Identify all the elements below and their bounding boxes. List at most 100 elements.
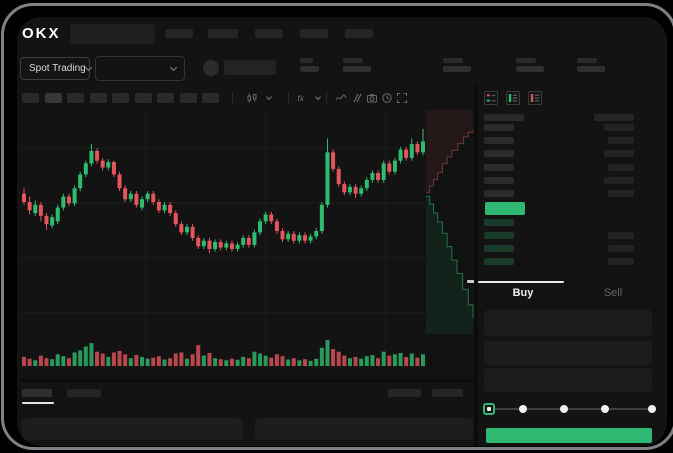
okx-logo[interactable]: OKX (22, 25, 61, 42)
last-price-bar[interactable] (485, 202, 525, 215)
buy-sell-tabs: Buy Sell (478, 281, 658, 303)
timeframe-button[interactable] (157, 93, 174, 103)
bottom-tab-orders[interactable] (22, 389, 52, 397)
ask-row-amount[interactable] (608, 190, 634, 197)
amount-input[interactable] (484, 341, 652, 365)
history-icon[interactable] (381, 92, 393, 104)
orders-panel-placeholder (255, 418, 473, 440)
tab-sell[interactable]: Sell (603, 287, 623, 299)
svg-text:fx: fx (298, 94, 305, 103)
nav-item-placeholder[interactable] (345, 29, 373, 38)
slider-stop[interactable] (648, 405, 656, 413)
timeframe-button[interactable] (22, 93, 39, 103)
nav-item-placeholder[interactable] (208, 29, 238, 38)
stat-value-placeholder (343, 66, 371, 72)
chevron-down-icon[interactable] (312, 92, 324, 104)
orderbook-amount-header (594, 114, 634, 121)
nav-item-placeholder[interactable] (300, 29, 328, 38)
bid-row-price[interactable] (484, 258, 514, 265)
slider-stop[interactable] (601, 405, 609, 413)
timeframe-button[interactable] (202, 93, 219, 103)
ask-row-amount[interactable] (608, 137, 634, 144)
bid-row-price[interactable] (484, 232, 514, 239)
timeframe-button[interactable] (89, 93, 107, 103)
ask-row-amount[interactable] (608, 164, 634, 171)
timeframe-button[interactable] (179, 93, 197, 103)
toolbar-separator (232, 92, 233, 105)
slider-handle-dot (487, 407, 491, 411)
active-tab-indicator (478, 281, 564, 283)
book-split-icon[interactable] (484, 91, 498, 105)
bottom-control-2[interactable] (432, 389, 463, 397)
camera-icon[interactable] (366, 92, 378, 104)
compare-icon[interactable] (351, 92, 363, 104)
bid-row-amount[interactable] (608, 245, 634, 252)
slider-stop[interactable] (560, 405, 568, 413)
pair-name-placeholder (224, 60, 276, 75)
ask-row-price[interactable] (484, 177, 514, 184)
ask-row-price[interactable] (484, 124, 514, 131)
slider-stop[interactable] (519, 405, 527, 413)
orderbook-price-header (484, 114, 524, 121)
book-buy-icon[interactable] (506, 91, 520, 105)
stat-value-placeholder (577, 66, 605, 72)
pair-selector-dropdown[interactable] (95, 56, 185, 81)
orders-panel-placeholder (22, 418, 243, 440)
last-price-axis-marker (467, 280, 478, 283)
bottom-tab-history[interactable] (67, 389, 101, 397)
bid-row-price[interactable] (484, 219, 514, 226)
indicator-icon[interactable]: fx (296, 92, 308, 104)
bid-row-price[interactable] (484, 245, 514, 252)
timeframe-button[interactable] (134, 93, 152, 103)
ask-row-price[interactable] (484, 150, 514, 157)
ask-row-amount[interactable] (604, 124, 634, 131)
market-type-dropdown[interactable]: Spot Trading (20, 57, 92, 80)
ask-row-price[interactable] (484, 190, 514, 197)
ask-row-amount[interactable] (604, 177, 634, 184)
stat-value-placeholder (300, 66, 319, 72)
chevron-down-icon (169, 63, 178, 71)
toolbar-separator (288, 92, 289, 105)
timeframe-button[interactable] (112, 93, 129, 103)
slider-handle-active[interactable] (483, 403, 495, 415)
buy-submit-button[interactable] (486, 428, 652, 443)
amount-slider[interactable] (488, 408, 655, 410)
timeframe-button[interactable] (44, 93, 62, 103)
total-input[interactable] (484, 368, 652, 392)
app-window: OKX Spot Trading fx Buy Sell (17, 17, 667, 446)
toolbar-separator (326, 92, 327, 105)
nav-item-placeholder[interactable] (165, 29, 193, 38)
chevron-down-icon[interactable] (263, 92, 275, 104)
search-input[interactable] (70, 24, 155, 44)
stat-label-placeholder (443, 58, 463, 63)
pair-avatar (203, 60, 219, 76)
bottom-active-tab-underline (22, 402, 54, 404)
market-type-label: Spot Trading (29, 63, 86, 74)
timeframe-button[interactable] (67, 93, 84, 103)
candlestick-chart[interactable] (20, 108, 475, 378)
bid-row-amount[interactable] (608, 258, 634, 265)
ask-row-price[interactable] (484, 137, 514, 144)
app-content: OKX Spot Trading fx Buy Sell (17, 17, 667, 446)
device-bezel (1, 3, 673, 450)
stat-label-placeholder (300, 58, 313, 63)
stat-label-placeholder (343, 58, 363, 63)
stat-label-placeholder (516, 58, 536, 63)
stat-value-placeholder (516, 66, 544, 72)
ask-row-amount[interactable] (604, 150, 634, 157)
tab-buy[interactable]: Buy (512, 287, 534, 299)
ask-row-price[interactable] (484, 164, 514, 171)
vertical-divider (474, 86, 478, 446)
book-sell-icon[interactable] (528, 91, 542, 105)
price-input[interactable] (484, 310, 652, 336)
curve-icon[interactable] (335, 92, 347, 104)
nav-item-placeholder[interactable] (255, 29, 283, 38)
horizontal-divider (20, 379, 474, 382)
bid-row-amount[interactable] (608, 232, 634, 239)
fullscreen-icon[interactable] (396, 92, 408, 104)
chevron-down-icon (84, 63, 92, 71)
bottom-control-1[interactable] (388, 389, 421, 397)
stat-value-placeholder (443, 66, 471, 72)
stat-label-placeholder (577, 58, 597, 63)
candlestick-icon[interactable] (246, 92, 258, 104)
